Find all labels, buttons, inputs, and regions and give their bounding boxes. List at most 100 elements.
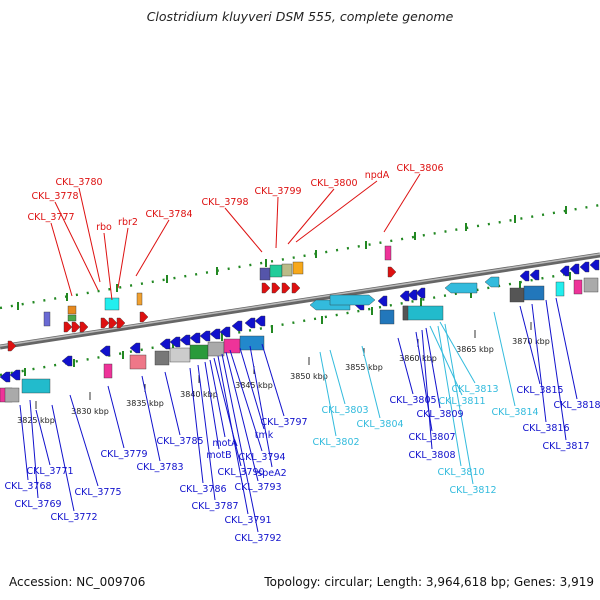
scale-tick-label: 3850 kbp [290,372,328,381]
label-connector [141,375,161,462]
reverse-gene-arrow [254,315,266,327]
label-connector [421,329,433,450]
gene-box [67,314,77,322]
gene-label-bottom: CKL_3809 [416,409,463,420]
gene-label-top: CKL_3777 [27,212,74,223]
gene-box [43,311,51,327]
gene-label-bottom: CKL_3808 [408,450,455,461]
forward-gene-arrow [116,317,126,329]
scale-tick-label: 3840 kbp [180,390,218,399]
gene-label-bottom: CKL_3772 [50,512,97,523]
reverse-gene-arrow [99,345,111,357]
reverse-gene-arrow [589,259,600,271]
gene-label-top: CKL_3778 [31,191,78,202]
gene-label-bottom: CKL_3807 [408,432,455,443]
label-connector [383,173,421,233]
label-connector [439,321,476,384]
gene-label-bottom: CKL_3794 [238,452,285,463]
label-connector [117,227,129,289]
label-connector [229,349,263,452]
reverse-gene-arrow [61,355,73,367]
gene-box [67,305,77,315]
gene-box [207,341,225,357]
reverse-gene-arrow [519,270,530,282]
label-connector [425,327,441,409]
gene-label-bottom: CKL_3786 [179,484,226,495]
gene-label-bottom: CKL_3793 [234,482,281,493]
reverse-gene-arrow [399,290,410,302]
label-connector [107,385,125,449]
gene-label-top: rbo [96,222,112,233]
scale-tick-label: 3830 kbp [71,407,109,416]
genome-summary-text: Topology: circular; Length: 3,964,618 bp… [264,575,594,589]
gene-box [523,285,545,301]
label-connector [213,357,242,467]
label-connector [224,207,263,253]
forward-gene-arrow [139,311,149,323]
gene-box [555,281,565,297]
scale-tick-label: 3865 kbp [456,345,494,354]
gene-label-bottom: CKL_3815 [516,385,563,396]
genome-axis [0,252,600,350]
label-connector [209,359,226,438]
gene-label-top: CKL_3798 [201,197,248,208]
genome-axis-highlight [0,253,600,347]
forward-gene-arrow [271,282,281,294]
lower-guide-line [0,266,600,377]
reverse-gene-arrow [219,326,231,338]
reverse-gene-arrow [569,263,580,275]
forward-gene-arrow [387,266,397,278]
gene-label-bottom: CKL_3771 [26,466,73,477]
label-connector [329,349,346,405]
gene-label-bottom: CKL_3783 [136,462,183,473]
gene-label-bottom: CKL_3802 [312,437,359,448]
gene-label-top: CKL_3799 [254,186,301,197]
gene-label-bottom: CKL_3817 [542,441,589,452]
gene-label-top: CKL_3780 [55,177,102,188]
label-connector [103,232,113,301]
label-connector [221,353,259,533]
reverse-gene-arrow-light [484,276,500,288]
gene-features [0,245,600,403]
reverse-gene-arrow [559,265,570,277]
gene-label-bottom: CKL_3797 [260,417,307,428]
reverse-gene-arrow [159,338,171,350]
forward-gene-arrow [71,321,81,333]
forward-gene-arrow [63,321,73,333]
gene-box [223,338,241,354]
label-connector [261,343,285,417]
scale-tick-label: 3825 kbp [17,416,55,425]
gene-box [583,277,599,293]
upper-guide-line [0,203,600,310]
dotted-guide-lines [0,203,600,377]
gene-label-top: CKL_3800 [310,178,357,189]
label-connector [287,188,335,245]
gene-label-bottom: speA2 [257,468,286,479]
label-connector [361,345,381,419]
label-connector [54,201,99,291]
label-connector [197,364,216,501]
gene-box [129,354,147,370]
label-connector [135,219,170,277]
gene-label-bottom: CKL_3818 [553,400,600,411]
reverse-gene-arrow [129,342,141,354]
label-connector [531,303,547,423]
forward-gene-arrow [108,317,118,329]
label-connector [295,180,378,243]
scale-ticks: 3825 kbp 3830 kbp 3835 kbp 3840 kbp 3845 kbp… [17,322,550,425]
gene-label-bottom: CKL_3813 [451,384,498,395]
reverse-gene-arrow [415,287,426,299]
forward-gene-arrow [7,340,17,352]
gene-label-bottom: CKL_3805 [389,395,436,406]
gene-label-bottom: CKL_3814 [491,407,538,418]
scale-tick-label: 3835 kbp [126,399,164,408]
scale-tick-label: 3860 kbp [399,354,437,363]
label-connector [204,361,220,450]
gene-box [169,347,191,363]
gene-label-bottom: motB [206,450,231,461]
label-connector [249,345,273,468]
gene-box [509,287,525,303]
label-connector [35,409,51,466]
reverse-gene-arrow [529,269,540,281]
